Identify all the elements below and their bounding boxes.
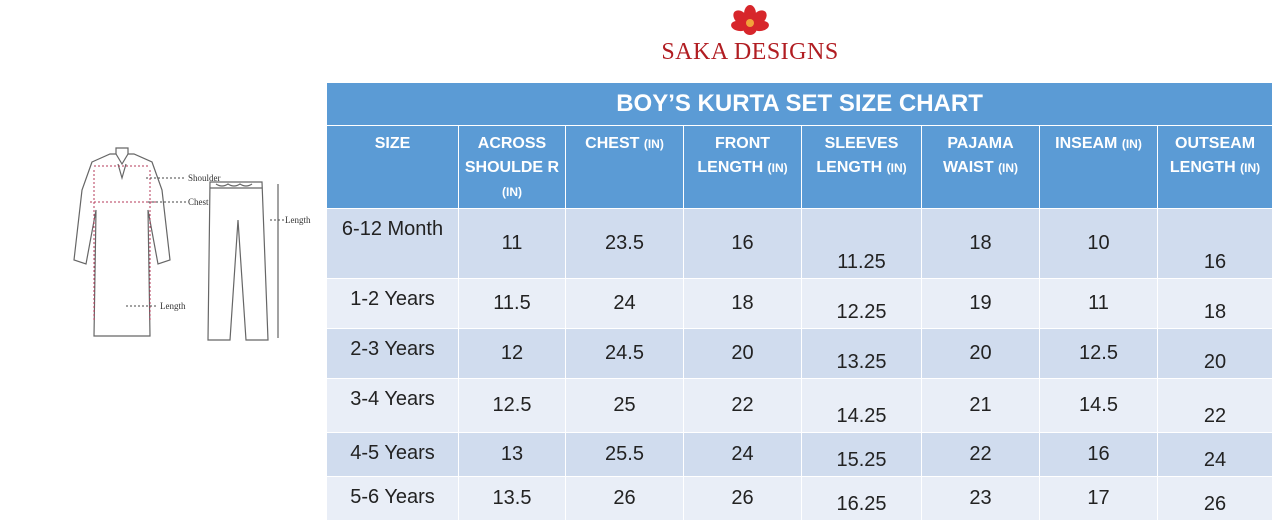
cell-across-shoulder: 12 [458, 328, 566, 379]
shoulder-label: Shoulder [188, 173, 221, 183]
cell-size: 6-12 Month [326, 208, 459, 279]
cell-size: 2-3 Years [326, 328, 459, 379]
column-header-outseam-length: OUTSEAM LENGTH (IN) [1156, 125, 1274, 209]
cell-outseam-length: 18 [1156, 278, 1274, 329]
kurta-set-measurement-illustration: Shoulder Chest Length Length [73, 147, 311, 341]
kurta-length-label: Length [160, 301, 186, 311]
cell-pajama-waist: 23 [921, 476, 1040, 521]
table-row: 2-3 Years 12 24.5 20 13.25 20 12.5 20 [326, 328, 1274, 379]
cell-pajama-waist: 21 [921, 378, 1040, 433]
cell-outseam-length: 20 [1156, 328, 1274, 379]
pants-length-label: Length [285, 215, 311, 225]
table-row: 1-2 Years 11.5 24 18 12.25 19 11 18 [326, 278, 1274, 329]
table-row: 4-5 Years 13 25.5 24 15.25 22 16 24 [326, 432, 1274, 477]
cell-pajama-waist: 22 [921, 432, 1040, 477]
table-row: 3-4 Years 12.5 25 22 14.25 21 14.5 22 [326, 378, 1274, 433]
cell-across-shoulder: 13 [458, 432, 566, 477]
cell-chest: 24.5 [565, 328, 684, 379]
cell-outseam-length: 22 [1156, 378, 1274, 433]
cell-chest: 25.5 [565, 432, 684, 477]
cell-sleeves-length: 14.25 [801, 378, 922, 433]
cell-inseam: 10 [1039, 208, 1158, 279]
cell-pajama-waist: 18 [921, 208, 1040, 279]
cell-front-length: 22 [683, 378, 802, 433]
column-header-pajama-waist: PAJAMA WAIST (IN) [921, 125, 1040, 209]
cell-size: 3-4 Years [326, 378, 459, 433]
table-row: 5-6 Years 13.5 26 26 16.25 23 17 26 [326, 476, 1274, 521]
cell-front-length: 24 [683, 432, 802, 477]
cell-front-length: 26 [683, 476, 802, 521]
cell-front-length: 18 [683, 278, 802, 329]
cell-inseam: 16 [1039, 432, 1158, 477]
cell-size: 1-2 Years [326, 278, 459, 329]
column-header-front-length: FRONT LENGTH (IN) [683, 125, 802, 209]
cell-sleeves-length: 12.25 [801, 278, 922, 329]
cell-across-shoulder: 13.5 [458, 476, 566, 521]
cell-outseam-length: 24 [1156, 432, 1274, 477]
cell-across-shoulder: 11 [458, 208, 566, 279]
chest-label: Chest [188, 197, 209, 207]
cell-chest: 24 [565, 278, 684, 329]
cell-size: 4-5 Years [326, 432, 459, 477]
cell-across-shoulder: 11.5 [458, 278, 566, 329]
cell-chest: 26 [565, 476, 684, 521]
cell-chest: 25 [565, 378, 684, 433]
cell-outseam-length: 26 [1156, 476, 1274, 521]
cell-inseam: 11 [1039, 278, 1158, 329]
brand-name: SAKA DESIGNS [661, 39, 839, 65]
table-row: 6-12 Month 11 23.5 16 11.25 18 10 16 [326, 208, 1274, 279]
cell-pajama-waist: 20 [921, 328, 1040, 379]
column-header-inseam: INSEAM (IN) [1039, 125, 1158, 209]
brand-header: SAKA DESIGNS [640, 4, 860, 66]
column-header-chest: CHEST (IN) [565, 125, 684, 209]
cell-sleeves-length: 13.25 [801, 328, 922, 379]
table-body: 6-12 Month 11 23.5 16 11.25 18 10 16 1-2 Years 11… [326, 208, 1274, 521]
cell-size: 5-6 Years [326, 476, 459, 521]
column-header-sleeves-length: SLEEVES LENGTH (IN) [801, 125, 922, 209]
lotus-logo-icon [731, 5, 769, 35]
chart-title: BOY’S KURTA SET SIZE CHART [325, 82, 1274, 126]
cell-across-shoulder: 12.5 [458, 378, 566, 433]
column-header-size: SIZE [326, 125, 459, 209]
cell-front-length: 20 [683, 328, 802, 379]
cell-chest: 23.5 [565, 208, 684, 279]
cell-sleeves-length: 16.25 [801, 476, 922, 521]
header-row: SIZE ACROSS SHOULDE R (IN) CHEST (IN) FRONT… [326, 125, 1274, 209]
cell-pajama-waist: 19 [921, 278, 1040, 329]
size-chart-table: BOY’S KURTA SET SIZE CHART SIZE ACROSS SH… [325, 82, 1274, 521]
cell-inseam: 17 [1039, 476, 1158, 521]
cell-front-length: 16 [683, 208, 802, 279]
cell-outseam-length: 16 [1156, 208, 1274, 279]
size-chart: BOY’S KURTA SET SIZE CHART SIZE ACROSS SH… [325, 82, 1274, 521]
cell-inseam: 14.5 [1039, 378, 1158, 433]
cell-sleeves-length: 11.25 [801, 208, 922, 279]
column-header-across-shoulder: ACROSS SHOULDE R (IN) [458, 125, 566, 209]
cell-inseam: 12.5 [1039, 328, 1158, 379]
cell-sleeves-length: 15.25 [801, 432, 922, 477]
